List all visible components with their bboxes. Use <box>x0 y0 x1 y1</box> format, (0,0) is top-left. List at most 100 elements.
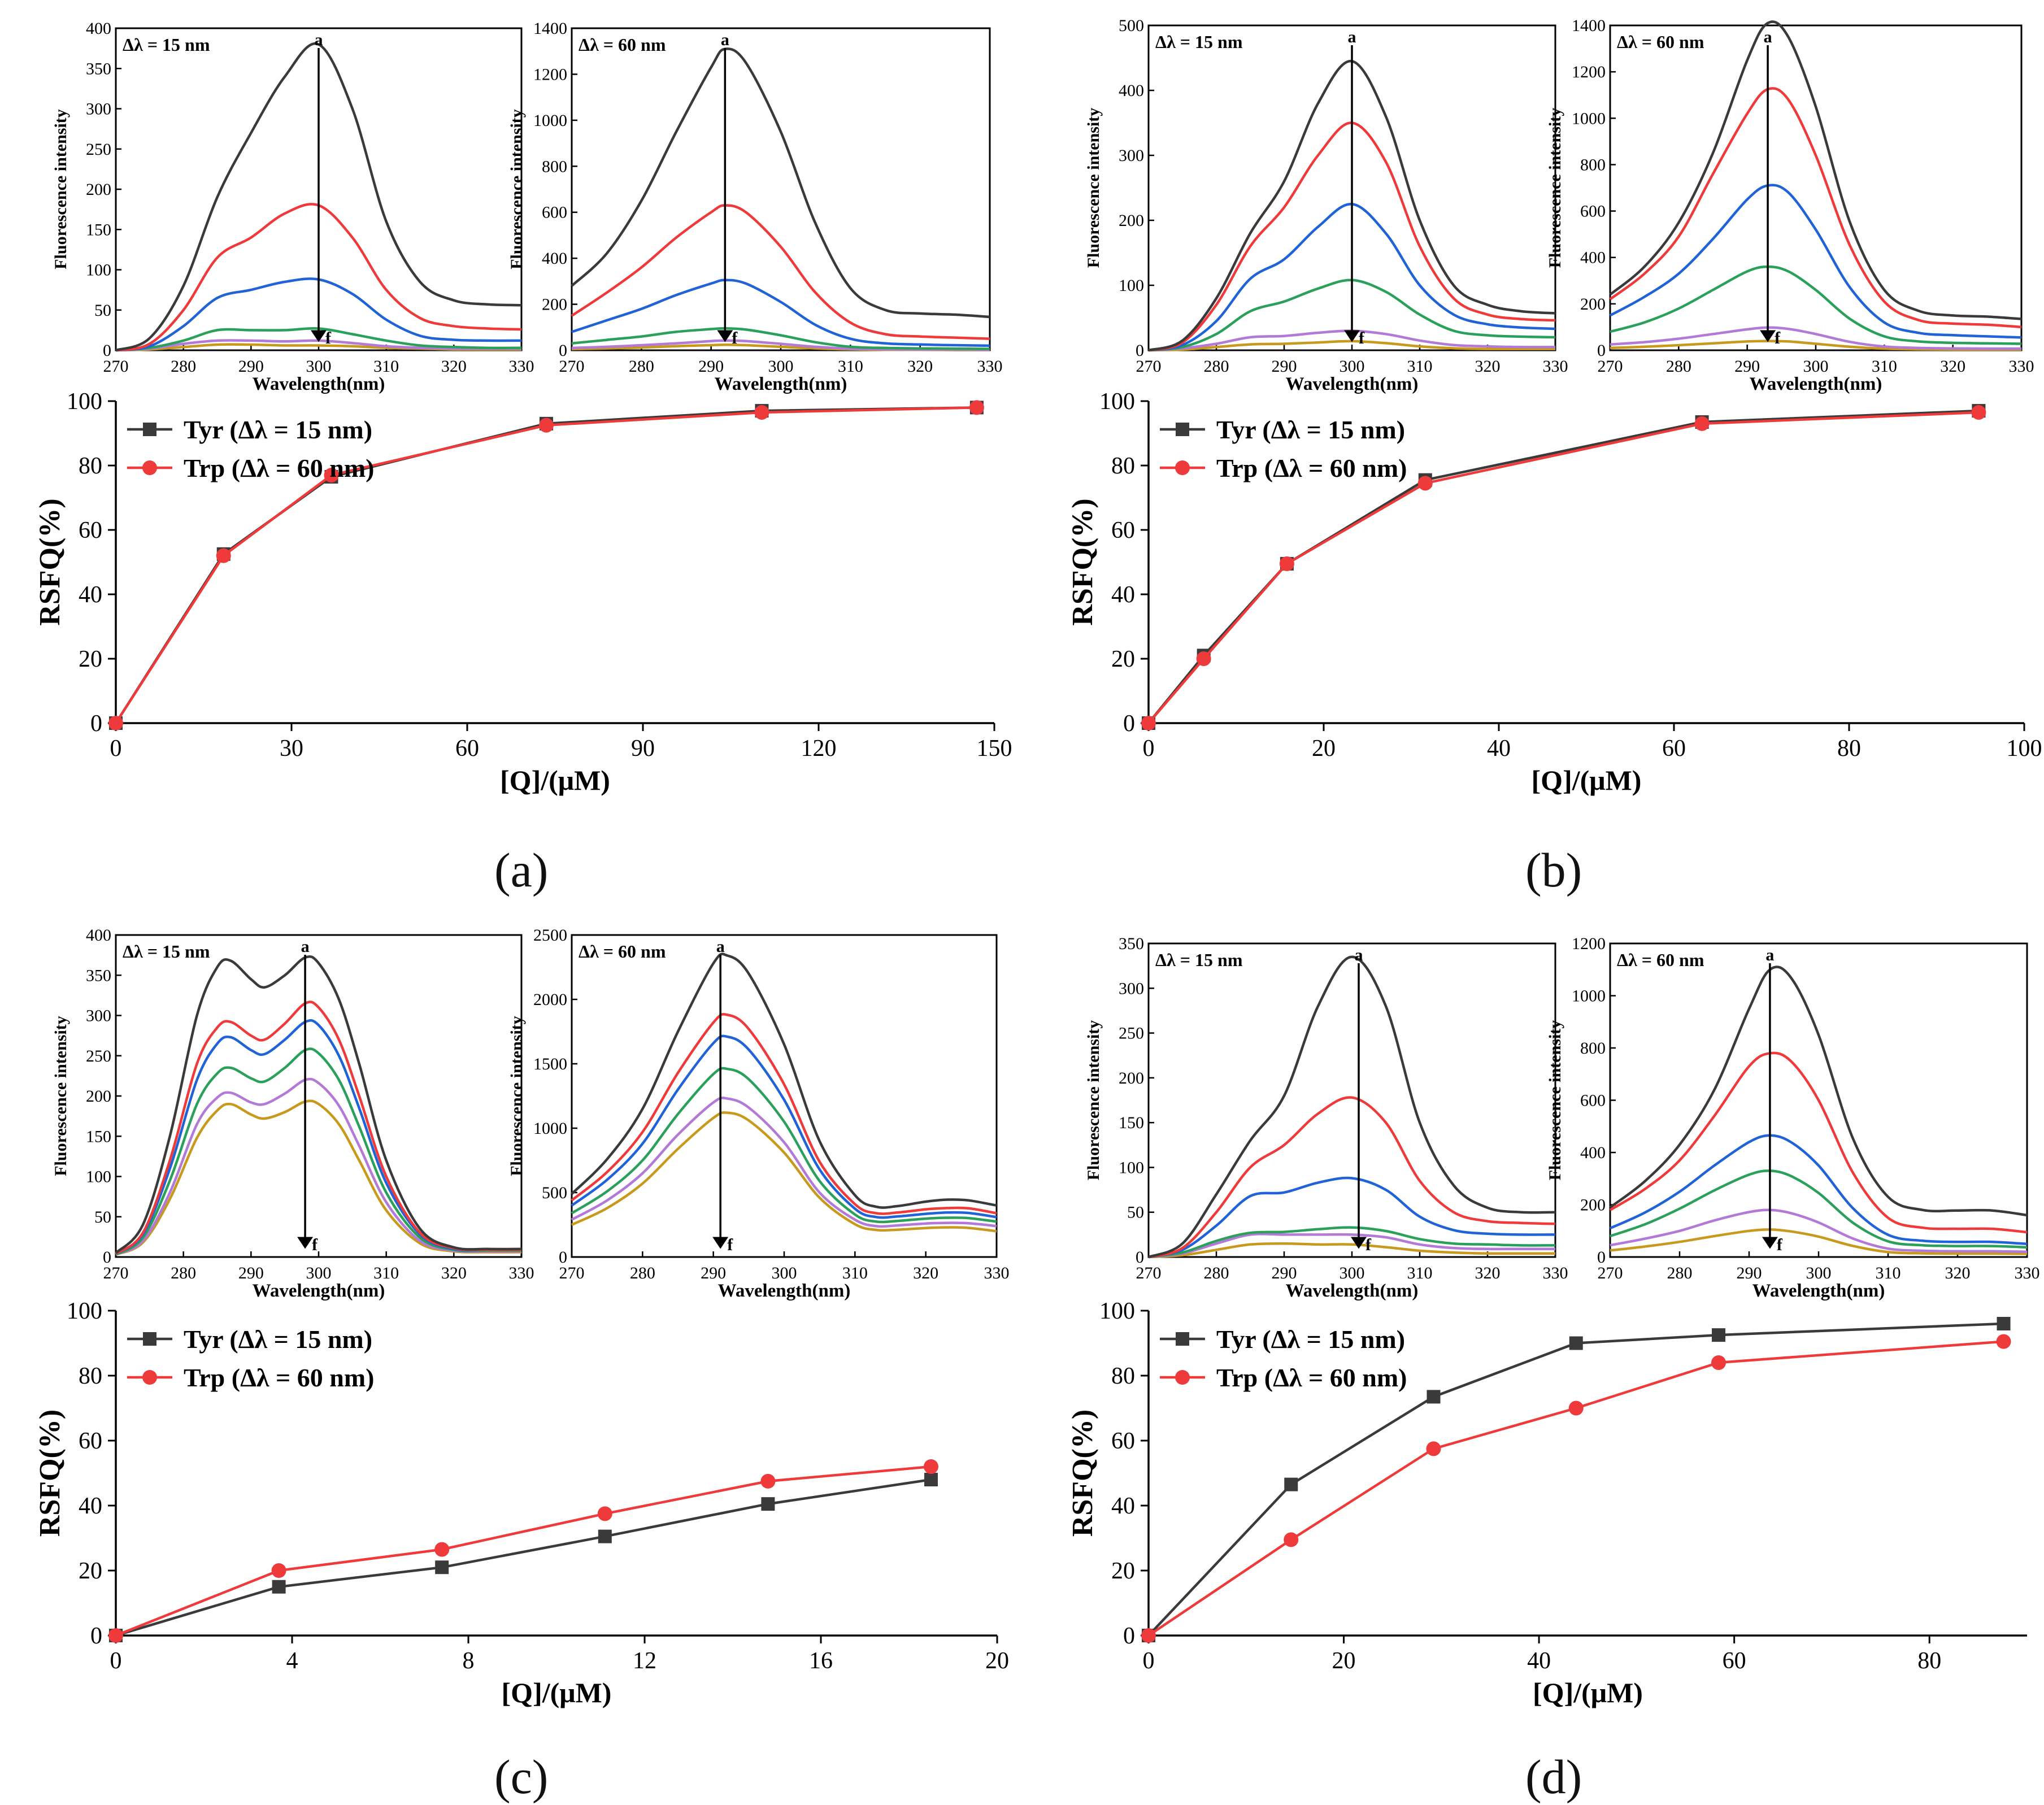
y-tick-label: 1000 <box>1572 987 1606 1006</box>
x-tick-label: 300 <box>1340 357 1365 376</box>
arrow-bottom-label: f <box>1775 329 1781 347</box>
arrow-top-label: a <box>315 31 323 49</box>
y-tick-label: 40 <box>1111 582 1135 608</box>
arrow-top-label: a <box>1355 946 1363 964</box>
x-tick-label: 320 <box>1945 1264 1971 1282</box>
y-axis-title: RSFQ(%) <box>34 1410 66 1537</box>
spectrum-curve-b <box>571 1013 997 1215</box>
x-tick-label: 270 <box>1136 357 1162 376</box>
spectrum-curve-b <box>115 1001 522 1255</box>
data-point-trp <box>108 1628 123 1643</box>
delta-lambda-label: Δλ = 15 nm <box>1155 950 1243 970</box>
x-axis-title: [Q]/(μM) <box>500 764 610 796</box>
y-tick-label: 100 <box>1119 1158 1144 1177</box>
x-tick-label: 290 <box>1272 357 1297 376</box>
y-axis-title: Fluorescence intensity <box>1546 1020 1564 1181</box>
spectrum-curve-f <box>1610 1228 2028 1255</box>
rsfq-series-line-tyr <box>1147 409 1979 724</box>
y-tick-label: 60 <box>1111 1428 1135 1454</box>
rsfq-series-line-trp <box>1147 411 1979 724</box>
y-tick-label: 400 <box>542 249 567 268</box>
y-tick-label: 100 <box>1099 1298 1135 1324</box>
y-tick-label: 800 <box>542 157 567 176</box>
data-point-tyr <box>1284 1477 1298 1491</box>
legend-label: Trp (Δλ = 60 nm) <box>184 1363 374 1392</box>
x-tick-label: 270 <box>1136 1264 1162 1282</box>
delta-lambda-label: Δλ = 60 nm <box>579 941 666 962</box>
spectrum-curve-d <box>1148 1226 1556 1259</box>
data-point-trp <box>1141 1628 1156 1643</box>
spectrum-chart-b-60nm: 270 280 290 300 310 320 330 0 200 400 600 800 1000 12… <box>1546 16 2034 394</box>
y-tick-label: 0 <box>1136 341 1144 360</box>
y-tick-label: 60 <box>1111 517 1135 543</box>
x-tick-label: 320 <box>913 1264 938 1282</box>
y-tick-label: 400 <box>86 926 111 945</box>
spectrum-curve-a <box>571 952 997 1209</box>
data-point-tyr <box>598 1529 612 1543</box>
rsfq-series-line-trp <box>115 406 977 724</box>
y-tick-label: 200 <box>1580 295 1606 314</box>
data-point-tyr <box>272 1580 286 1594</box>
y-tick-label: 60 <box>79 1428 102 1454</box>
x-tick-label: 310 <box>1407 357 1433 376</box>
x-tick-label: 290 <box>1737 1264 1762 1282</box>
x-tick-label: 270 <box>103 357 129 376</box>
x-tick-label: 330 <box>2015 1264 2040 1282</box>
data-point-trp <box>760 1473 776 1489</box>
y-axis-title: Fluorescence intensity <box>51 1016 70 1176</box>
spectrum-curve-a <box>115 955 522 1254</box>
x-tick-label: 270 <box>1598 357 1623 376</box>
data-point-trp <box>1284 1532 1299 1547</box>
x-tick-label: 80 <box>1837 736 1861 762</box>
x-tick-label: 16 <box>809 1648 833 1674</box>
arrow-top-label: a <box>721 31 729 49</box>
y-tick-label: 20 <box>79 646 102 672</box>
y-tick-label: 0 <box>90 711 102 737</box>
x-tick-label: 320 <box>1475 1264 1501 1282</box>
spectrum-curve-c <box>571 279 990 347</box>
legend-marker <box>1175 460 1190 475</box>
x-tick-label: 8 <box>463 1648 475 1674</box>
delta-lambda-label: Δλ = 60 nm <box>1617 32 1704 52</box>
arrow-bottom-label: f <box>732 329 738 347</box>
y-tick-label: 300 <box>1119 146 1144 165</box>
data-point-tyr <box>924 1473 938 1486</box>
y-tick-label: 1000 <box>533 1119 567 1138</box>
delta-lambda-label: Δλ = 15 nm <box>1155 32 1243 52</box>
data-point-trp <box>1568 1400 1584 1416</box>
spectrum-curve-a <box>1148 60 1556 352</box>
y-tick-label: 50 <box>94 301 111 320</box>
plot-frame <box>115 934 523 1258</box>
x-tick-label: 330 <box>977 357 1003 376</box>
x-tick-label: 290 <box>238 357 264 376</box>
data-point-tyr <box>1712 1328 1726 1342</box>
x-tick-label: 270 <box>559 357 585 376</box>
spectrum-curve-c <box>1148 1176 1556 1259</box>
x-tick-label: 300 <box>768 357 794 376</box>
x-tick-label: 330 <box>1543 1264 1568 1282</box>
y-tick-label: 350 <box>1119 934 1144 953</box>
x-tick-label: 290 <box>238 1264 264 1282</box>
spectrum-curve-d <box>1610 1169 2028 1249</box>
x-axis-title: [Q]/(μM) <box>1532 764 1642 796</box>
y-tick-label: 1200 <box>533 65 567 84</box>
y-tick-label: 0 <box>559 341 567 360</box>
y-axis-title: Fluorescence intensity <box>507 109 526 269</box>
x-tick-label: 90 <box>631 736 655 762</box>
legend-label: Tyr (Δλ = 15 nm) <box>1216 1325 1405 1354</box>
y-tick-label: 400 <box>1580 249 1606 267</box>
x-tick-label: 4 <box>286 1648 298 1674</box>
x-tick-label: 270 <box>103 1264 129 1282</box>
spectrum-curve-a <box>115 42 522 352</box>
data-point-trp <box>324 468 339 483</box>
spectrum-curve-c <box>1610 1134 2028 1246</box>
y-tick-label: 400 <box>86 19 111 38</box>
y-tick-label: 200 <box>1119 211 1144 230</box>
data-point-trp <box>271 1563 286 1578</box>
y-tick-label: 0 <box>90 1623 102 1649</box>
y-tick-label: 0 <box>559 1248 567 1267</box>
y-tick-label: 1500 <box>533 1055 567 1073</box>
y-tick-label: 400 <box>1119 81 1144 100</box>
data-point-trp <box>1196 651 1211 666</box>
